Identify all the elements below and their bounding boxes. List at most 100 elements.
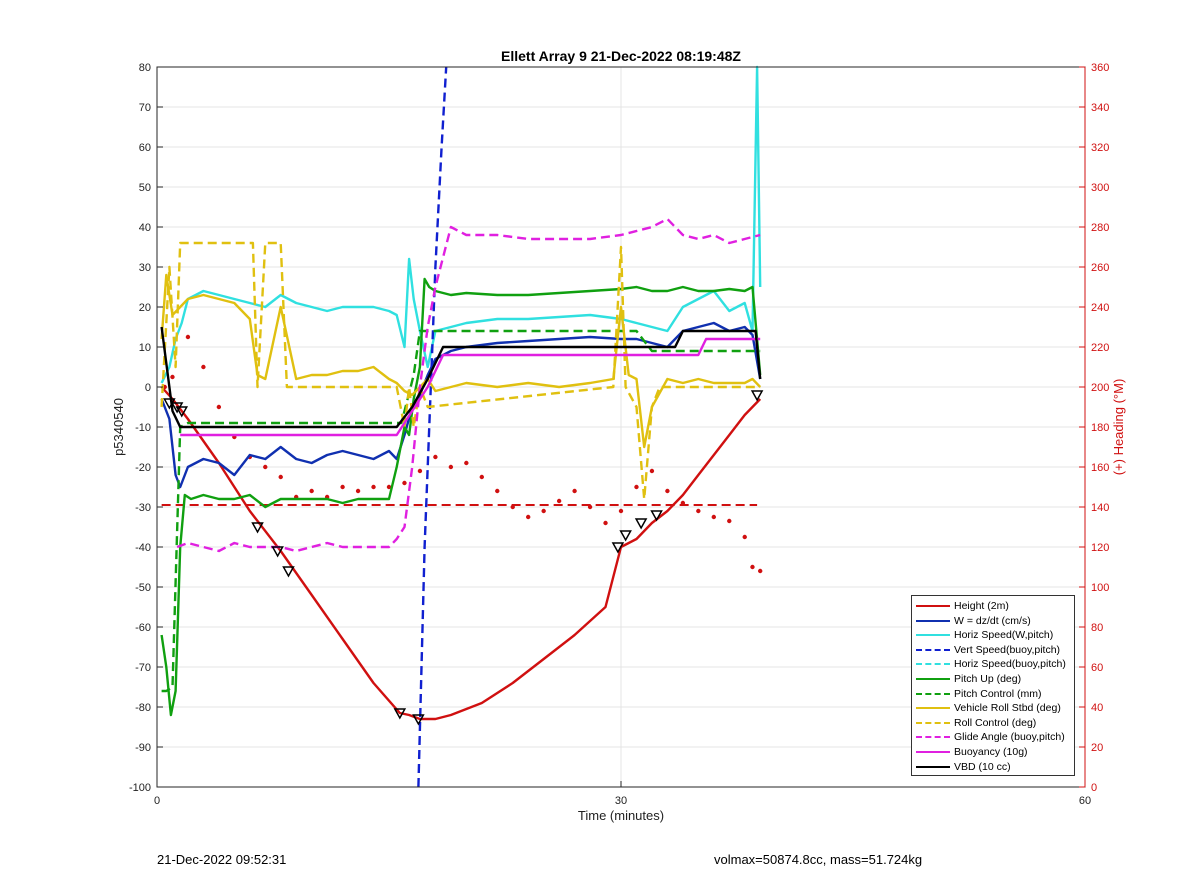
legend-entry: Horiz Speed(buoy,pitch) xyxy=(916,657,1066,671)
series-line-roll-control-deg xyxy=(160,241,761,501)
legend-entry: Horiz Speed(W,pitch) xyxy=(916,628,1053,642)
y-tick-label-right: 20 xyxy=(1091,742,1103,754)
heading-point xyxy=(665,488,670,494)
heading-point xyxy=(634,484,639,490)
height-marker xyxy=(650,510,663,522)
y-tick-label-left: -20 xyxy=(135,462,151,474)
series-line-pitch-control-mm xyxy=(161,329,761,693)
series-line-glide-angle-buoy-pitch xyxy=(176,217,761,553)
heading-point xyxy=(587,504,593,510)
y-tick-label-right: 80 xyxy=(1091,622,1103,634)
y-tick-label-right: 140 xyxy=(1091,502,1109,514)
legend-swatch xyxy=(916,634,950,637)
legend-entry: Height (2m) xyxy=(916,599,1009,613)
legend-label: Pitch Control (mm) xyxy=(954,687,1042,700)
height-marker xyxy=(619,530,632,542)
heading-point xyxy=(618,508,624,514)
legend-label: Glide Angle (buoy,pitch) xyxy=(954,731,1065,744)
y-tick-label-left: 60 xyxy=(139,142,151,154)
heading-point xyxy=(448,464,454,470)
legend-entry: Roll Control (deg) xyxy=(916,716,1036,730)
heading-point xyxy=(758,568,763,574)
y-tick-label-right: 340 xyxy=(1091,102,1109,114)
heading-point xyxy=(371,484,376,490)
heading-point xyxy=(727,518,732,524)
heading-point xyxy=(340,484,345,490)
height-marker xyxy=(175,406,189,418)
y-tick-label-right: 40 xyxy=(1091,702,1103,714)
y-tick-label-left: 0 xyxy=(145,382,151,394)
heading-point xyxy=(278,474,283,480)
y-tick-label-left: -40 xyxy=(135,542,151,554)
y-tick-label-right: 60 xyxy=(1091,662,1103,674)
series-layer xyxy=(160,65,764,788)
y-tick-label-right: 320 xyxy=(1091,142,1109,154)
legend-entry: VBD (10 cc) xyxy=(916,760,1011,774)
y-tick-label-right: 220 xyxy=(1091,342,1109,354)
y-tick-label-left: 70 xyxy=(139,102,151,114)
height-marker xyxy=(750,390,764,402)
y-tick-label-right: 120 xyxy=(1091,542,1109,554)
y-tick-label-left: -50 xyxy=(135,582,151,594)
legend-swatch xyxy=(916,678,950,680)
y-tick-label-left: -10 xyxy=(135,422,151,434)
heading-point xyxy=(572,488,577,494)
legend-label: Vert Speed(buoy,pitch) xyxy=(954,643,1061,656)
y-axis-label-right: (+) Heading (°M) xyxy=(1111,379,1126,476)
heading-point xyxy=(680,500,686,506)
legend-swatch xyxy=(916,663,950,666)
series-line-vbd-10-cc xyxy=(160,326,762,429)
y-tick-label-left: 10 xyxy=(139,342,151,354)
tick-layer: 0 30 6080706050403020100-10-20-30-40-50-60… xyxy=(129,62,1109,807)
y-axis-label-left: p5340540 xyxy=(111,398,126,456)
x-axis-label: Time (minutes) xyxy=(578,808,664,823)
legend-label: VBD (10 cc) xyxy=(954,760,1011,773)
heading-point xyxy=(464,460,469,466)
heading-point xyxy=(201,364,206,370)
x-tick-label: 60 xyxy=(1079,795,1091,807)
legend-entry: Pitch Up (deg) xyxy=(916,672,1021,686)
x-tick-label: 30 xyxy=(615,795,627,807)
y-tick-label-right: 180 xyxy=(1091,422,1109,434)
heading-point xyxy=(479,474,484,480)
heading-point xyxy=(696,508,701,514)
height-marker xyxy=(393,708,407,720)
y-tick-label-left: 30 xyxy=(139,262,151,274)
height-marker xyxy=(412,714,425,726)
heading-point xyxy=(417,468,423,474)
heading-point xyxy=(711,514,716,520)
heading-point xyxy=(386,484,392,490)
legend-label: Horiz Speed(buoy,pitch) xyxy=(954,658,1066,671)
series-line-buoyancy-10g xyxy=(180,337,761,437)
legend-label: Pitch Up (deg) xyxy=(954,673,1022,685)
y-tick-label-left: 40 xyxy=(139,222,151,234)
y-tick-label-left: 80 xyxy=(139,62,151,74)
height-marker xyxy=(611,542,625,554)
height-marker xyxy=(634,518,648,530)
series-line-vert-speed-buoy-pitch xyxy=(417,66,448,788)
heading-point xyxy=(433,454,438,460)
heading-point xyxy=(526,514,531,520)
legend-swatch xyxy=(916,605,950,607)
legend-label: Buoyancy (10g) xyxy=(954,746,1028,758)
heading-point xyxy=(742,534,747,540)
legend-swatch xyxy=(916,736,950,739)
heading-point xyxy=(355,488,361,494)
heading-point xyxy=(216,404,222,410)
legend-swatch xyxy=(916,721,950,724)
height-marker xyxy=(282,566,295,578)
series-line-horiz-speed-w-pitch xyxy=(160,65,762,384)
heading-point xyxy=(510,504,515,510)
y-tick-label-left: -80 xyxy=(135,702,151,714)
legend-entry: Vehicle Roll Stbd (deg) xyxy=(916,701,1061,715)
legend-entry: W = dz/dt (cm/s) xyxy=(916,614,1031,628)
y-tick-label-left: -70 xyxy=(135,662,151,674)
heading-point xyxy=(170,374,175,380)
height-marker xyxy=(271,546,284,558)
series-line-pitch-up-deg xyxy=(160,277,762,717)
y-tick-label-right: 300 xyxy=(1091,182,1109,194)
heading-point xyxy=(263,464,268,470)
y-tick-label-right: 160 xyxy=(1091,462,1109,474)
heading-point xyxy=(309,488,314,494)
